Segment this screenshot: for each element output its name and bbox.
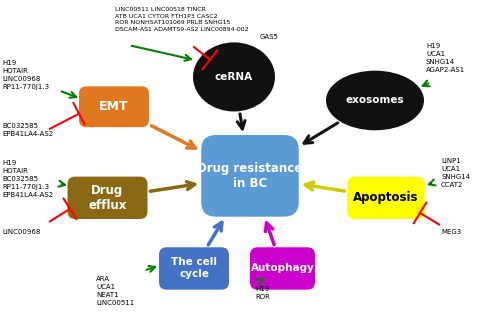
Text: Autophagy: Autophagy: [250, 263, 314, 273]
FancyBboxPatch shape: [250, 247, 315, 290]
Text: The cell
cycle: The cell cycle: [171, 257, 217, 279]
Text: H19
HOTAIR
BC032585
RP11-770J1.3
EPB41LA4-AS2: H19 HOTAIR BC032585 RP11-770J1.3 EPB41LA…: [2, 160, 54, 198]
Text: Drug
efflux: Drug efflux: [88, 184, 126, 212]
FancyBboxPatch shape: [347, 176, 425, 219]
Text: LINP1
UCA1
SNHG14
CCAT2: LINP1 UCA1 SNHG14 CCAT2: [441, 158, 470, 188]
Text: Drug resistance
in BC: Drug resistance in BC: [198, 162, 302, 190]
FancyBboxPatch shape: [79, 86, 149, 127]
Text: H19
HOTAIR
LINC00968
RP11-770J1.3: H19 HOTAIR LINC00968 RP11-770J1.3: [2, 60, 50, 90]
Text: exosomes: exosomes: [346, 95, 405, 106]
Text: H19
ROR: H19 ROR: [255, 286, 270, 300]
Ellipse shape: [326, 71, 424, 130]
Text: Apoptosis: Apoptosis: [354, 191, 419, 204]
Text: LINC00968: LINC00968: [2, 229, 41, 235]
Text: GAS5: GAS5: [260, 34, 279, 40]
FancyBboxPatch shape: [68, 176, 148, 219]
Text: ceRNA: ceRNA: [215, 72, 253, 82]
Text: ARA
UCA1
NEAT1
LINC00511: ARA UCA1 NEAT1 LINC00511: [96, 276, 134, 306]
Text: LINC00511 LINC00518 TINCR
ATB UCA1 CYTOR FTH1P3 CASC2
ROR NONHSAT101069 PRLB SNH: LINC00511 LINC00518 TINCR ATB UCA1 CYTOR…: [115, 7, 248, 32]
Text: EMT: EMT: [100, 100, 129, 113]
Text: BC032585
EPB41LA4-AS2: BC032585 EPB41LA4-AS2: [2, 123, 54, 137]
FancyBboxPatch shape: [202, 135, 299, 217]
Text: H19
UCA1
SNHG14
AGAP2-AS1: H19 UCA1 SNHG14 AGAP2-AS1: [426, 43, 465, 73]
Ellipse shape: [193, 42, 275, 111]
FancyBboxPatch shape: [159, 247, 229, 290]
Text: MEG3: MEG3: [441, 229, 461, 235]
